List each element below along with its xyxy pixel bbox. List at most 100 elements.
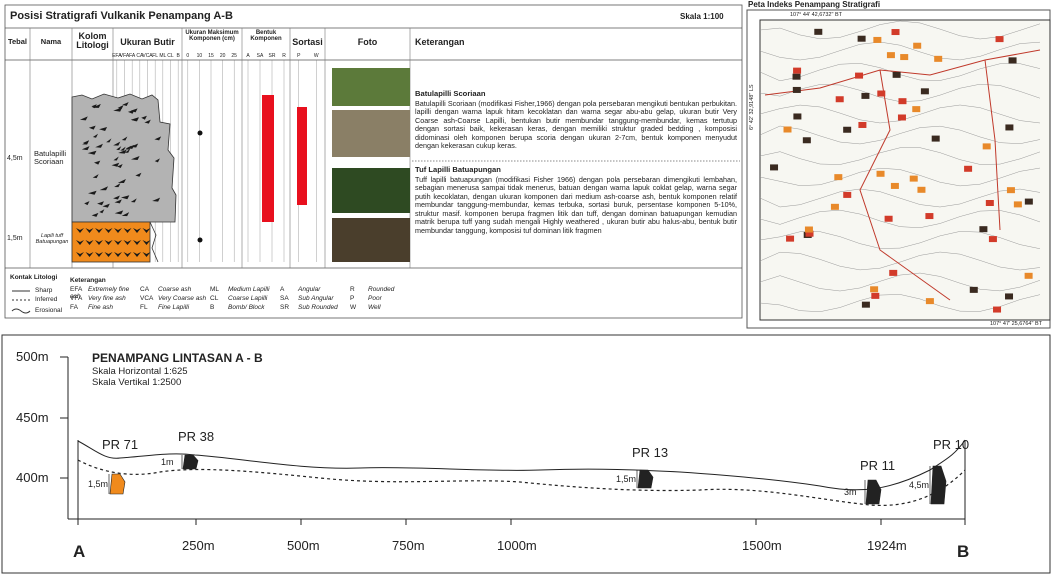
distance-label: 250m [182,538,215,553]
station-symbol [770,164,778,170]
column-header: Tebal [5,38,30,46]
abbreviation-meaning: Sub Rounded [298,304,338,311]
section-title: PENAMPANG LINTASAN A - B [92,352,263,365]
station-symbol [1007,187,1015,193]
abbreviation: CA [140,286,158,293]
station-symbol [858,36,866,42]
column-header: Ukuran Butir [113,38,182,47]
station-symbol [793,74,801,80]
sub-label: W [308,53,324,59]
thickness: 1,5m [7,235,23,242]
legend-item: CLCoarse Lapilli [210,295,280,304]
station-symbol [871,293,879,299]
legend-title: Keterangan [70,277,106,284]
column-header: Nama [30,38,72,46]
station-symbol [793,113,801,119]
distance-label: 1000m [497,538,537,553]
station-symbol [836,96,844,102]
legend-item: Inferred [35,296,57,303]
column-header: Sortasi [290,38,325,47]
abbreviation-meaning: Coarse ash [158,286,191,293]
station-symbol [885,216,893,222]
station-symbol [1025,199,1033,205]
photo [332,110,410,157]
station-symbol [887,52,895,58]
description-text: Batulapilli Scoriaan (modifikasi Fisher,… [415,99,737,150]
abbreviation-meaning: Very Coarse ash [158,295,206,302]
legend-title: Kontak Litologi [10,274,57,281]
station-thickness: 1,5m [88,479,108,489]
station-thickness: 3m [844,487,857,497]
thickness: 4,5m [7,155,23,162]
station-symbol [913,43,921,49]
station-symbol [892,29,900,35]
legend-item: VCAVery Coarse ash [140,295,210,304]
map-coordinate: 6° 42' 32,9148" LS [750,84,756,130]
abbreviation-meaning: Sub Angular [298,295,334,302]
section-scale: Skala Horizontal 1:625 [92,367,188,377]
layer-name: Batulapilli Scoriaan [34,150,70,166]
abbreviation: A [280,286,298,293]
section-scale: Skala Vertikal 1:2500 [92,378,181,388]
abbreviation: P [350,295,368,302]
abbreviation-meaning: Medium Lapilli [228,286,270,293]
abbreviation: CL [210,295,228,302]
description-text: Tuff lapilli batuapungan (modifikasi Fis… [415,175,737,235]
abbreviation: VFA [70,295,88,302]
station-symbol [889,270,897,276]
strat-title: Posisi Stratigrafi Vulkanik Penampang A-… [10,11,233,23]
station-symbol [793,68,801,74]
station-name: PR 38 [178,429,214,444]
abbreviation: B [210,304,228,311]
legend-item: RRounded [350,286,420,295]
sub-label: R [276,53,292,59]
station-name: PR 71 [102,437,138,452]
legend-item: SASub Angular [280,295,350,304]
station-symbol [831,204,839,210]
distance-label: 1924m [867,538,907,553]
distance-label: 750m [392,538,425,553]
sub-label: P [291,53,307,59]
station-symbol [786,236,794,242]
elevation-label: 400m [16,470,49,485]
abbreviation-meaning: Coarse Lapilli [228,295,267,302]
station-symbol [893,72,901,78]
station-symbol [891,183,899,189]
end-label: A [73,542,85,562]
distance-label: 1500m [742,538,782,553]
abbreviation: FA [70,304,88,311]
abbreviation: R [350,286,368,293]
erosional-symbol [12,309,30,313]
station-symbol [900,54,908,60]
station-symbol [877,171,885,177]
elevation-label: 450m [16,410,49,425]
elevation-label: 500m [16,349,49,364]
station-symbol [843,127,851,133]
abbreviation: SR [280,304,298,311]
legend-item: WWell [350,304,420,313]
abbreviation: FL [140,304,158,311]
legend-item: Sharp [35,287,52,294]
station-symbol [910,176,918,182]
station-symbol [898,98,906,104]
station-symbol [993,307,1001,313]
abbreviation-meaning: Fine ash [88,304,113,311]
map-title: Peta Indeks Penampang Stratigrafi [748,1,880,9]
abbreviation-meaning: Rounded [368,286,394,293]
legend-item: CACoarse ash [140,286,210,295]
station-name: PR 11 [860,458,895,473]
description: Tuf Lapilli BatuapunganTuff lapilli batu… [415,166,737,235]
station-thickness: 1,5m [616,474,636,484]
station-symbol [921,88,929,94]
map-coordinate: 107° 44' 42,6732" BT [790,13,842,19]
max-size-dot [198,131,203,136]
description-title: Tuf Lapilli Batuapungan [415,166,737,175]
abbreviation-meaning: Well [368,304,381,311]
station-symbol [934,56,942,62]
station-symbol [932,136,940,142]
station-symbol [983,143,991,149]
